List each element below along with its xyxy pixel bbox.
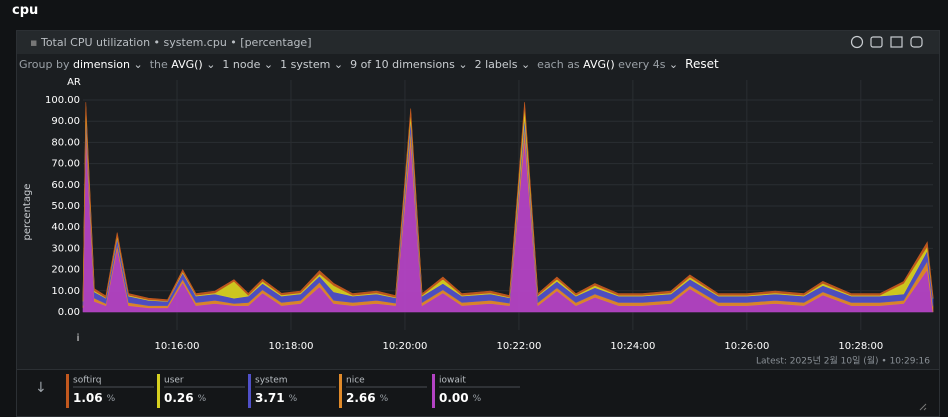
legend-unit: % xyxy=(289,394,298,404)
x-tick-label: 10:24:00 xyxy=(610,341,655,352)
top-label: AR xyxy=(67,77,81,88)
legend-unit: % xyxy=(380,394,389,404)
legend-unit: % xyxy=(473,394,482,404)
legend-swatch xyxy=(339,374,342,408)
y-tick-label: 50.00 xyxy=(51,201,80,212)
legend-value: 1.06% xyxy=(73,391,116,405)
area-user xyxy=(82,106,934,302)
toolbar: Group by dimension ⌄ the AVG() ⌄ 1 node … xyxy=(19,57,719,71)
fullscreen-icon[interactable] xyxy=(890,36,903,48)
panel-title: ▪ Total CPU utilization • system.cpu • [… xyxy=(30,36,312,49)
y-tick-label: 80.00 xyxy=(51,137,80,148)
legend-unit: % xyxy=(198,394,207,404)
x-tick-label: 10:22:00 xyxy=(496,341,541,352)
aggregation-prefix: the xyxy=(149,58,168,71)
legend-value-number: 0.26 xyxy=(164,391,194,405)
group-by-label: Group by xyxy=(19,58,70,71)
legend-name: user xyxy=(164,376,184,386)
legend-swatch xyxy=(66,374,69,408)
x-tick-label: 10:20:00 xyxy=(382,341,427,352)
area-softirq xyxy=(82,102,934,302)
time-aggregation-suffix: every 4s xyxy=(618,58,666,71)
y-tick-label: 60.00 xyxy=(51,180,80,191)
legend-value-number: 2.66 xyxy=(346,391,376,405)
legend-unit: % xyxy=(107,394,116,404)
y-tick-label: 90.00 xyxy=(51,116,80,127)
aggregation-value: AVG() xyxy=(171,58,203,71)
x-tick-label: 10:28:00 xyxy=(838,341,883,352)
info-icon[interactable] xyxy=(850,35,864,49)
time-aggregation-value: AVG() xyxy=(583,58,615,71)
area-nice xyxy=(82,121,934,313)
y-axis-label: percentage xyxy=(22,184,33,241)
legend-area xyxy=(17,369,939,416)
legend-arrow[interactable]: ↓ xyxy=(35,380,47,396)
bottom-label: i xyxy=(77,333,80,344)
time-aggregation[interactable]: each as AVG() every 4s ⌄ xyxy=(537,58,679,71)
legend-value: 2.66% xyxy=(346,391,389,405)
area-system xyxy=(82,112,934,307)
legend-name: iowait xyxy=(439,376,466,386)
reset-button[interactable]: Reset xyxy=(685,57,719,71)
panel-title-text: Total CPU utilization • system.cpu • [pe… xyxy=(40,36,312,49)
x-tick-label: 10:18:00 xyxy=(269,341,314,352)
header-icons xyxy=(850,35,923,49)
x-tick-label: 10:26:00 xyxy=(724,341,769,352)
y-tick-label: 70.00 xyxy=(51,159,80,170)
legend-value: 0.26% xyxy=(164,391,207,405)
y-tick-label: 20.00 xyxy=(51,265,80,276)
legend-value-number: 3.71 xyxy=(255,391,285,405)
legend-swatch xyxy=(432,374,435,408)
legend-name: system xyxy=(255,376,288,386)
nodes[interactable]: 1 node xyxy=(222,58,261,71)
y-tick-label: 0.00 xyxy=(58,307,80,318)
latest-timestamp: Latest: 2025년 2월 10일 (월) • 10:29:16 xyxy=(756,355,930,367)
legend-name: softirq xyxy=(73,376,102,386)
instances[interactable]: 1 system xyxy=(280,58,331,71)
aggregation[interactable]: the AVG() ⌄ xyxy=(149,58,216,71)
legend-swatch xyxy=(248,374,251,408)
resize-handle[interactable] xyxy=(919,403,927,411)
legend-swatch xyxy=(157,374,160,408)
group-by[interactable]: Group by dimension ⌄ xyxy=(19,58,143,71)
time-aggregation-prefix: each as xyxy=(537,58,580,71)
panel-header xyxy=(17,31,939,54)
settings-icon[interactable] xyxy=(910,36,923,48)
legend-value-number: 0.00 xyxy=(439,391,469,405)
labels[interactable]: 2 labels xyxy=(474,58,518,71)
dimensions[interactable]: 9 of 10 dimensions xyxy=(350,58,455,71)
legend-name: nice xyxy=(346,376,365,386)
section-title: cpu xyxy=(12,3,39,18)
legend-value: 0.00% xyxy=(439,391,482,405)
panel xyxy=(16,30,940,417)
legend-value: 3.71% xyxy=(255,391,298,405)
x-tick-label: 10:16:00 xyxy=(155,341,200,352)
menu-icon[interactable] xyxy=(870,36,883,48)
area-iowait xyxy=(82,131,934,313)
y-tick-label: 40.00 xyxy=(51,222,80,233)
y-tick-label: 10.00 xyxy=(51,286,80,297)
y-tick-label: 30.00 xyxy=(51,243,80,254)
group-by-value: dimension xyxy=(72,58,130,71)
y-tick-label: 100.00 xyxy=(45,95,80,106)
legend-value-number: 1.06 xyxy=(73,391,103,405)
